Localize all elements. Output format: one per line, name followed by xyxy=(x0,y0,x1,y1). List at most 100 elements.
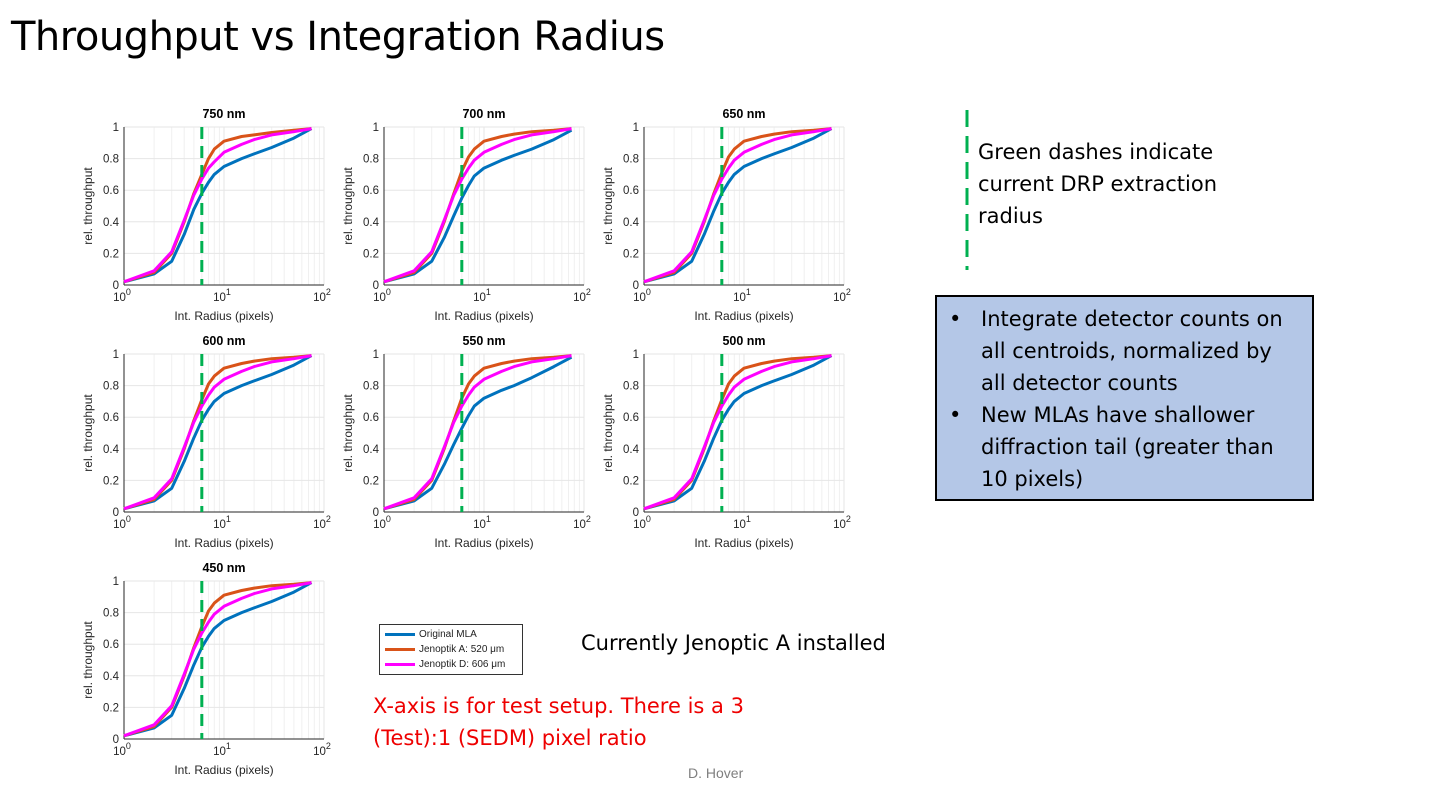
plot-svg: 0 0.2 0.4 0.6 0.8 1 100 101 102 550 nm Int. Radius… xyxy=(341,334,591,550)
info-box: Integrate detector counts on all centroi… xyxy=(935,295,1314,501)
y-tick-label: 0.6 xyxy=(103,639,119,651)
drp-dash-legend xyxy=(965,110,969,270)
plot-450nm: 0 0.2 0.4 0.6 0.8 1 100 101 102 450 nm Int. Radius… xyxy=(81,557,334,782)
x-tick-label: 102 xyxy=(573,287,591,304)
y-tick-label: 0 xyxy=(633,507,639,519)
x-tick-label: 100 xyxy=(113,514,131,531)
series-line xyxy=(643,127,833,284)
y-tick-label: 0 xyxy=(113,734,119,746)
legend-item-original: Original MLA xyxy=(385,627,477,641)
y-tick-label: 0.2 xyxy=(623,475,639,487)
y-axis-label: rel. throughput xyxy=(601,167,615,245)
plot-500nm: 0 0.2 0.4 0.6 0.8 1 100 101 102 500 nm Int. Radius… xyxy=(601,330,854,555)
x-tick-label: 102 xyxy=(313,514,331,531)
slide-title: Throughput vs Integration Radius xyxy=(11,14,665,60)
plot-svg: 0 0.2 0.4 0.6 0.8 1 100 101 102 500 nm Int. Radius… xyxy=(601,334,851,550)
y-tick-label: 0.8 xyxy=(363,154,379,166)
series-line xyxy=(123,354,312,511)
series-line xyxy=(643,127,832,284)
plot-title: 450 nm xyxy=(202,561,245,575)
y-axis-label: rel. throughput xyxy=(81,167,95,245)
y-tick-label: 0.6 xyxy=(623,412,639,424)
plot-600nm: 0 0.2 0.4 0.6 0.8 1 100 101 102 600 nm Int. Radius… xyxy=(81,330,334,555)
plot-svg: 0 0.2 0.4 0.6 0.8 1 100 101 102 750 nm Int. Radius… xyxy=(81,107,331,323)
y-tick-label: 0 xyxy=(113,280,119,292)
plot-svg: 0 0.2 0.4 0.6 0.8 1 100 101 102 650 nm Int. Radius… xyxy=(601,107,851,323)
x-tick-label: 102 xyxy=(833,514,851,531)
series-line xyxy=(123,581,312,738)
x-axis-label: Int. Radius (pixels) xyxy=(174,309,273,323)
y-tick-label: 1 xyxy=(373,349,379,361)
legend-swatch-jenoptik-d xyxy=(385,662,415,666)
y-tick-label: 0 xyxy=(113,507,119,519)
y-tick-label: 0.4 xyxy=(623,444,640,456)
x-tick-label: 100 xyxy=(633,287,651,304)
plot-svg: 0 0.2 0.4 0.6 0.8 1 100 101 102 450 nm Int. Radius… xyxy=(81,561,331,777)
y-tick-label: 1 xyxy=(113,576,119,588)
x-tick-label: 102 xyxy=(313,287,331,304)
y-tick-label: 0 xyxy=(633,280,639,292)
x-tick-label: 102 xyxy=(573,514,591,531)
x-tick-label: 100 xyxy=(373,514,391,531)
info-bullet-list: Integrate detector counts on all centroi… xyxy=(937,297,1312,495)
series-line xyxy=(123,581,313,738)
x-tick-label: 101 xyxy=(213,287,231,304)
y-tick-label: 0.8 xyxy=(103,381,119,393)
legend-label-original: Original MLA xyxy=(419,628,477,640)
x-tick-label: 102 xyxy=(313,741,331,758)
y-tick-label: 0.2 xyxy=(363,248,379,260)
legend-swatch-original xyxy=(385,632,415,636)
legend-label-jenoptik-d: Jenoptik D: 606 μm xyxy=(419,658,506,670)
y-tick-label: 0.6 xyxy=(363,412,379,424)
legend-item-jenoptik-d: Jenoptik D: 606 μm xyxy=(385,657,505,671)
y-axis-label: rel. throughput xyxy=(81,394,95,472)
y-tick-label: 0.8 xyxy=(103,608,119,620)
y-tick-label: 0.8 xyxy=(623,154,639,166)
x-axis-label: Int. Radius (pixels) xyxy=(174,536,273,550)
y-tick-label: 0.2 xyxy=(103,702,119,714)
x-axis-label: Int. Radius (pixels) xyxy=(694,309,793,323)
plot-title: 750 nm xyxy=(202,107,245,121)
plot-svg: 0 0.2 0.4 0.6 0.8 1 100 101 102 600 nm Int. Radius… xyxy=(81,334,331,550)
plot-650nm: 0 0.2 0.4 0.6 0.8 1 100 101 102 650 nm Int. Radius… xyxy=(601,103,854,328)
y-tick-label: 0.8 xyxy=(623,381,639,393)
x-axis-label: Int. Radius (pixels) xyxy=(434,309,533,323)
series-line xyxy=(643,354,833,511)
series-line xyxy=(123,127,312,284)
y-tick-label: 0.2 xyxy=(103,475,119,487)
y-tick-label: 0.2 xyxy=(363,475,379,487)
x-axis-label: Int. Radius (pixels) xyxy=(434,536,533,550)
y-tick-label: 0.2 xyxy=(103,248,119,260)
dash-note: Green dashes indicate current DRP extrac… xyxy=(978,140,1218,228)
legend-item-jenoptik-a: Jenoptik A: 520 μm xyxy=(385,642,504,656)
x-axis-label: Int. Radius (pixels) xyxy=(174,763,273,777)
y-tick-label: 0.4 xyxy=(623,217,640,229)
chart-legend: Original MLA Jenoptik A: 520 μm Jenoptik… xyxy=(379,624,523,675)
y-tick-label: 0.4 xyxy=(363,217,380,229)
x-tick-label: 100 xyxy=(113,741,131,758)
x-tick-label: 100 xyxy=(633,514,651,531)
plot-title: 700 nm xyxy=(462,107,505,121)
x-tick-label: 100 xyxy=(373,287,391,304)
y-tick-label: 1 xyxy=(113,349,119,361)
y-tick-label: 1 xyxy=(633,349,639,361)
y-tick-label: 0.4 xyxy=(103,217,120,229)
plot-title: 500 nm xyxy=(722,334,765,348)
series-line xyxy=(383,128,573,284)
plot-title: 600 nm xyxy=(202,334,245,348)
series-line xyxy=(643,354,832,511)
series-line xyxy=(123,354,313,511)
y-tick-label: 1 xyxy=(373,122,379,134)
y-axis-label: rel. throughput xyxy=(341,394,355,472)
series-line xyxy=(123,127,313,284)
x-tick-label: 102 xyxy=(833,287,851,304)
x-tick-label: 101 xyxy=(473,287,491,304)
y-tick-label: 0.6 xyxy=(103,185,119,197)
y-axis-label: rel. throughput xyxy=(341,167,355,245)
y-tick-label: 0.6 xyxy=(623,185,639,197)
y-axis-label: rel. throughput xyxy=(601,394,615,472)
y-tick-label: 0.4 xyxy=(363,444,380,456)
plot-700nm: 0 0.2 0.4 0.6 0.8 1 100 101 102 700 nm Int. Radius… xyxy=(341,103,594,328)
series-line xyxy=(383,355,573,511)
y-tick-label: 0.8 xyxy=(363,381,379,393)
